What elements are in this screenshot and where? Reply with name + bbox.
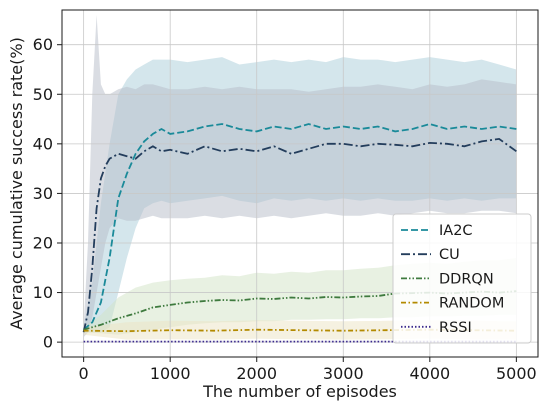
ia2c-line (83, 123, 517, 331)
x-tick-label: 5000 (496, 364, 537, 383)
cu-band (83, 15, 517, 338)
axis-ticks: 0 1000 2000 3000 4000 5000 0 10 20 30 40 50 60 (33, 35, 537, 383)
x-tick-label: 4000 (409, 364, 450, 383)
legend-label-random: RANDOM (439, 296, 504, 312)
legend-box (392, 213, 532, 344)
legend-label-ia2c: IA2C (439, 223, 473, 239)
x-tick-label: 2000 (236, 364, 277, 383)
y-tick-label: 30 (33, 184, 53, 203)
legend-label-rssi: RSSI (439, 320, 472, 336)
plot-frame (61, 9, 539, 358)
y-tick-label: 20 (33, 233, 53, 252)
y-tick-label: 60 (33, 35, 53, 54)
x-axis-title: The number of episodes (202, 382, 397, 401)
y-tick-label: 10 (33, 283, 53, 302)
x-tick-label: 1000 (150, 364, 191, 383)
cu-line (82, 137, 517, 333)
x-tick-label: 3000 (323, 364, 364, 383)
y-tick-label: 0 (43, 333, 53, 352)
legend-label-ddrqn: DDRQN (439, 271, 494, 287)
y-tick-label: 40 (33, 134, 53, 153)
x-tick-label: 0 (79, 364, 89, 383)
y-tick-label: 50 (33, 85, 53, 104)
legend-label-cu: CU (439, 247, 460, 263)
y-axis-title: Average cumulative success rate(%) (7, 37, 26, 330)
legend: IA2C CU DDRQN RANDOM RSSI (392, 213, 532, 344)
